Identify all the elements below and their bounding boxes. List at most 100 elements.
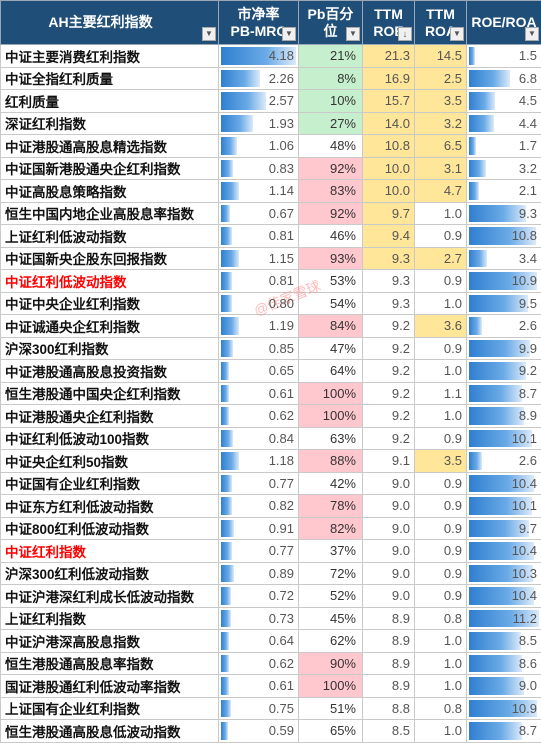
roe-roa-cell[interactable]: 9.5 [467, 292, 541, 315]
roe-cell[interactable]: 9.2 [363, 405, 415, 428]
pb-percentile-cell[interactable]: 51% [299, 697, 363, 720]
roe-cell[interactable]: 21.3 [363, 45, 415, 68]
pb-percentile-cell[interactable]: 90% [299, 652, 363, 675]
pb-percentile-cell[interactable]: 72% [299, 562, 363, 585]
index-name-cell[interactable]: 中证中央企业红利指数 [1, 292, 219, 315]
roe-roa-cell[interactable]: 8.7 [467, 382, 541, 405]
index-name-cell[interactable]: 深证红利指数 [1, 112, 219, 135]
roe-cell[interactable]: 8.8 [363, 697, 415, 720]
pb-cell[interactable]: 0.67 [219, 202, 299, 225]
roe-cell[interactable]: 16.9 [363, 67, 415, 90]
index-name-cell[interactable]: 红利质量 [1, 90, 219, 113]
index-name-cell[interactable]: 中证国新港股通央企红利指数 [1, 157, 219, 180]
pb-cell[interactable]: 0.75 [219, 697, 299, 720]
roe-cell[interactable]: 9.7 [363, 202, 415, 225]
roe-roa-cell[interactable]: 10.4 [467, 540, 541, 563]
roe-roa-cell[interactable]: 10.1 [467, 495, 541, 518]
filter-dropdown-button[interactable]: ▼ [202, 27, 216, 41]
index-name-cell[interactable]: 恒生港股通高股息率指数 [1, 652, 219, 675]
roa-cell[interactable]: 1.0 [415, 675, 467, 698]
pb-cell[interactable]: 0.61 [219, 382, 299, 405]
pb-percentile-cell[interactable]: 88% [299, 450, 363, 473]
roa-cell[interactable]: 0.9 [415, 517, 467, 540]
roe-cell[interactable]: 9.2 [363, 382, 415, 405]
pb-cell[interactable]: 0.81 [219, 225, 299, 248]
pb-percentile-cell[interactable]: 47% [299, 337, 363, 360]
roe-cell[interactable]: 9.2 [363, 427, 415, 450]
roe-cell[interactable]: 8.5 [363, 720, 415, 743]
index-name-cell[interactable]: 沪深300红利指数 [1, 337, 219, 360]
index-name-cell[interactable]: 中证港股通高股息投资指数 [1, 360, 219, 383]
index-name-cell[interactable]: 中证国有企业红利指数 [1, 472, 219, 495]
roa-cell[interactable]: 0.9 [415, 337, 467, 360]
index-name-cell[interactable]: 中证港股通央企红利指数 [1, 405, 219, 428]
pb-cell[interactable]: 0.77 [219, 472, 299, 495]
pb-percentile-cell[interactable]: 52% [299, 585, 363, 608]
roe-roa-cell[interactable]: 10.9 [467, 697, 541, 720]
index-name-cell[interactable]: 中证央企红利50指数 [1, 450, 219, 473]
roe-cell[interactable]: 10.0 [363, 157, 415, 180]
pb-percentile-cell[interactable]: 21% [299, 45, 363, 68]
roa-cell[interactable]: 0.9 [415, 225, 467, 248]
roe-cell[interactable]: 9.3 [363, 247, 415, 270]
pb-percentile-cell[interactable]: 46% [299, 225, 363, 248]
index-name-cell[interactable]: 恒生中国内地企业高股息率指数 [1, 202, 219, 225]
pb-percentile-cell[interactable]: 83% [299, 180, 363, 203]
pb-cell[interactable]: 0.64 [219, 630, 299, 653]
roa-cell[interactable]: 4.7 [415, 180, 467, 203]
roe-cell[interactable]: 9.0 [363, 517, 415, 540]
roe-roa-cell[interactable]: 10.4 [467, 585, 541, 608]
roe-roa-cell[interactable]: 10.3 [467, 562, 541, 585]
index-name-cell[interactable]: 沪深300红利低波动指数 [1, 562, 219, 585]
pb-percentile-cell[interactable]: 82% [299, 517, 363, 540]
roa-cell[interactable]: 0.8 [415, 607, 467, 630]
roe-roa-cell[interactable]: 10.8 [467, 225, 541, 248]
pb-cell[interactable]: 0.85 [219, 337, 299, 360]
pb-cell[interactable]: 0.84 [219, 427, 299, 450]
roe-cell[interactable]: 10.0 [363, 180, 415, 203]
index-name-cell[interactable]: 中证主要消费红利指数 [1, 45, 219, 68]
roe-roa-cell[interactable]: 2.6 [467, 450, 541, 473]
roa-cell[interactable]: 0.8 [415, 697, 467, 720]
pb-percentile-cell[interactable]: 63% [299, 427, 363, 450]
roe-cell[interactable]: 10.8 [363, 135, 415, 158]
roe-cell[interactable]: 8.9 [363, 675, 415, 698]
roa-cell[interactable]: 3.1 [415, 157, 467, 180]
roe-cell[interactable]: 9.0 [363, 472, 415, 495]
roa-cell[interactable]: 0.9 [415, 540, 467, 563]
pb-cell[interactable]: 0.65 [219, 360, 299, 383]
roe-roa-cell[interactable]: 10.4 [467, 472, 541, 495]
pb-percentile-cell[interactable]: 42% [299, 472, 363, 495]
pb-cell[interactable]: 0.62 [219, 405, 299, 428]
roe-cell[interactable]: 9.0 [363, 562, 415, 585]
roe-roa-cell[interactable]: 9.7 [467, 517, 541, 540]
sort-descending-button[interactable]: ↓ [398, 27, 412, 41]
roe-roa-cell[interactable]: 2.1 [467, 180, 541, 203]
index-name-cell[interactable]: 中证国新央企股东回报指数 [1, 247, 219, 270]
roe-roa-cell[interactable]: 8.5 [467, 630, 541, 653]
roa-cell[interactable]: 1.0 [415, 360, 467, 383]
index-name-cell[interactable]: 中证沪港深高股息指数 [1, 630, 219, 653]
roe-roa-cell[interactable]: 10.1 [467, 427, 541, 450]
roe-roa-cell[interactable]: 4.4 [467, 112, 541, 135]
roe-cell[interactable]: 9.2 [363, 315, 415, 338]
index-name-cell[interactable]: 恒生港股通高股息低波动指数 [1, 720, 219, 743]
